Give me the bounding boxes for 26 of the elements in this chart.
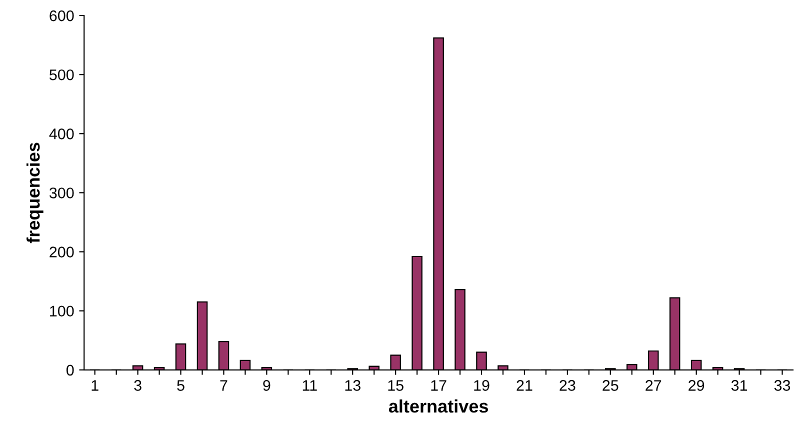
y-tick-label: 300 (49, 188, 74, 198)
x-axis-title: alternatives (388, 399, 488, 413)
y-axis-title: frequencies (26, 142, 44, 244)
y-tick-label: 100 (50, 306, 74, 317)
x-tick-label: 23 (560, 380, 576, 391)
x-tick-label: 27 (646, 380, 662, 391)
y-tick-label: 400 (49, 128, 74, 140)
x-tick-label: 15 (388, 380, 404, 391)
x-tick-label: 21 (516, 380, 532, 391)
x-tick-label: 5 (177, 380, 184, 391)
y-tick-label: 600 (50, 10, 74, 22)
x-tick-label: 11 (302, 380, 317, 391)
x-tick-label: 25 (602, 380, 618, 391)
x-tick-label: 3 (134, 380, 142, 391)
x-tick-label: 13 (345, 380, 360, 391)
x-tick-label: 33 (774, 380, 790, 391)
y-tick-label: 0 (66, 364, 74, 376)
x-tick-label: 19 (474, 380, 490, 391)
x-tick-label: 9 (263, 380, 270, 391)
y-tick-label: 200 (50, 246, 74, 258)
x-tick-label: 17 (431, 380, 446, 391)
x-tick-label: 7 (220, 380, 228, 391)
x-tick-label: 1 (92, 380, 98, 391)
y-tick-label: 500 (50, 69, 74, 80)
x-tick-label: 31 (731, 380, 748, 391)
x-tick-label: 29 (688, 380, 704, 391)
